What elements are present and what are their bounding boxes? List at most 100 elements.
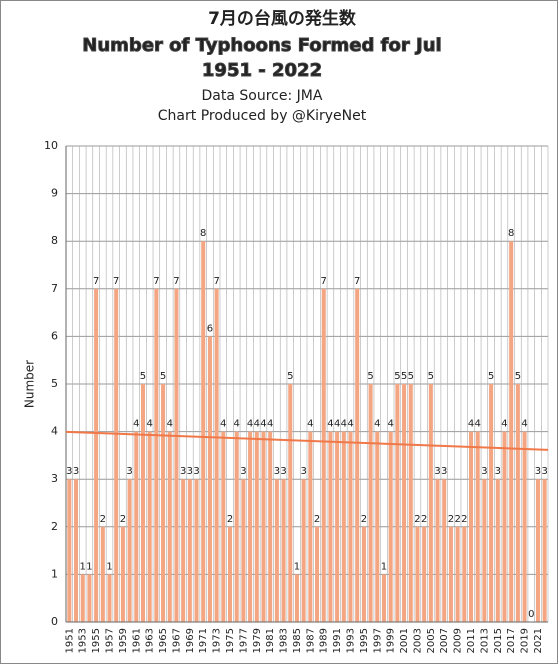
bar: [154, 288, 159, 622]
x-tick-label: 1989: [319, 628, 330, 653]
data-label: 8: [200, 228, 206, 239]
x-tick-label: 1951: [64, 628, 75, 653]
bar: [174, 288, 179, 622]
x-tick-label: 2009: [453, 628, 464, 653]
data-label: 6: [207, 323, 213, 334]
data-label: 4: [374, 419, 380, 430]
data-label: 2: [100, 514, 106, 525]
x-tick-label: 1993: [346, 628, 357, 653]
bar: [100, 526, 105, 622]
data-label: 3: [434, 466, 440, 477]
bar: [167, 431, 172, 622]
data-label: 2: [120, 514, 126, 525]
data-label: 3: [300, 466, 306, 477]
x-tick-label: 2007: [439, 628, 450, 653]
data-label: 4: [133, 419, 139, 430]
data-label: 3: [481, 466, 487, 477]
data-label: 5: [401, 371, 407, 382]
x-tick-label: 1973: [212, 628, 223, 653]
x-tick-label: 2001: [399, 628, 410, 653]
data-label: 3: [495, 466, 501, 477]
bar: [361, 526, 366, 622]
data-label: 7: [153, 276, 159, 287]
x-tick-label: 1955: [91, 628, 102, 653]
bar: [542, 479, 547, 622]
bar: [301, 479, 306, 622]
bar: [415, 526, 420, 622]
bar: [428, 384, 433, 622]
data-label: 3: [535, 466, 541, 477]
bar: [395, 384, 400, 622]
x-tick-label: 1967: [171, 628, 182, 653]
bar: [489, 384, 494, 622]
data-label: 4: [387, 419, 393, 430]
y-tick-label: 4: [51, 425, 58, 438]
bar: [181, 479, 186, 622]
y-tick-label: 8: [51, 234, 58, 247]
data-label: 5: [367, 371, 373, 382]
y-tick-label: 0: [51, 615, 58, 628]
data-label: 2: [454, 514, 460, 525]
bar: [321, 288, 326, 622]
x-tick-label: 2011: [466, 628, 477, 653]
bar: [147, 431, 152, 622]
bar: [241, 479, 246, 622]
y-tick-label: 2: [51, 520, 58, 533]
bar: [422, 526, 427, 622]
bar: [87, 574, 92, 622]
x-tick-label: 1959: [118, 628, 129, 653]
x-tick-label: 1981: [265, 628, 276, 653]
data-label: 1: [86, 561, 92, 572]
bar: [261, 431, 266, 622]
y-axis-label: Number: [23, 360, 37, 408]
x-tick-label: 1957: [105, 628, 116, 653]
bar: [207, 336, 212, 622]
data-label: 3: [193, 466, 199, 477]
x-tick-label: 1995: [359, 628, 370, 653]
data-label: 4: [260, 419, 266, 430]
chart-subtitle: Number of Typhoons Formed for Jul: [82, 35, 441, 56]
data-label: 2: [361, 514, 367, 525]
y-tick-label: 6: [51, 329, 58, 342]
x-tick-label: 2017: [506, 628, 517, 653]
bar: [80, 574, 85, 622]
data-label: 3: [274, 466, 280, 477]
y-tick-label: 10: [44, 139, 58, 152]
bar: [375, 431, 380, 622]
bar: [201, 241, 206, 622]
bar: [187, 479, 192, 622]
data-label: 4: [501, 419, 507, 430]
data-label: 7: [173, 276, 179, 287]
data-label: 3: [441, 466, 447, 477]
bar: [475, 431, 480, 622]
chart-title: 7月の台風の発生数: [208, 8, 357, 29]
bar: [355, 288, 360, 622]
x-tick-label: 2003: [412, 628, 423, 653]
bar: [308, 431, 313, 622]
bar: [214, 288, 219, 622]
x-tick-label: 1999: [386, 628, 397, 653]
x-tick-label: 1977: [238, 628, 249, 653]
trend-line: [65, 430, 549, 451]
data-label: 4: [327, 419, 333, 430]
data-label: 3: [280, 466, 286, 477]
bar: [482, 479, 487, 622]
y-tick-label: 3: [51, 472, 58, 485]
data-label: 4: [247, 419, 253, 430]
bar: [469, 431, 474, 622]
x-tick-label: 2005: [426, 628, 437, 653]
data-label: 0: [528, 609, 534, 620]
data-label: 2: [227, 514, 233, 525]
bar: [248, 431, 253, 622]
bar: [294, 574, 299, 622]
bar: [107, 574, 112, 622]
data-label: 4: [254, 419, 260, 430]
bar: [328, 431, 333, 622]
bar: [288, 384, 293, 622]
data-label: 4: [521, 419, 527, 430]
bar: [221, 431, 226, 622]
data-label: 7: [321, 276, 327, 287]
data-label: 1: [106, 561, 112, 572]
data-label: 1: [294, 561, 300, 572]
bar: [509, 241, 514, 622]
